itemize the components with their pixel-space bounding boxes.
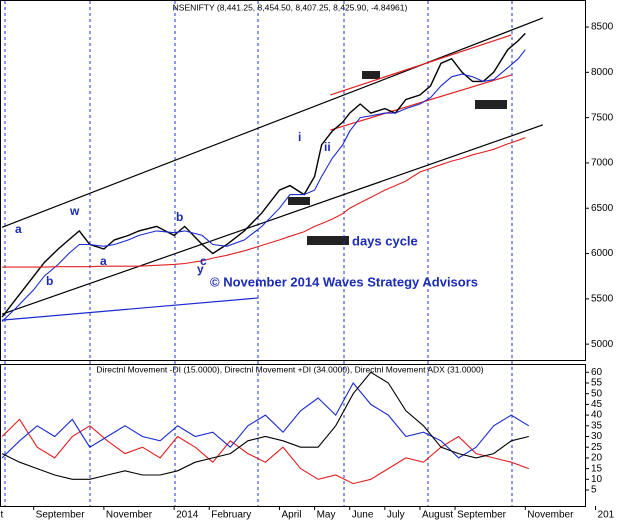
annotation: c [200,254,207,268]
trendline [330,74,512,131]
x-tick-label: August [422,510,453,521]
chart-title: NSENIFTY (8,441.25, 8,454.50, 8,407.25, … [173,2,408,12]
series-line [2,137,526,268]
x-tick-label: September [457,510,507,521]
y-tick-label: 10 [591,474,603,485]
y-tick-label: 45 [591,399,603,410]
trendline [330,34,512,96]
annotation: days cycle [352,233,418,248]
y-tick-label: 40 [591,410,603,421]
x-tick-label: November [527,510,574,521]
series-line [1,371,529,480]
y-tick-label: 50 [591,388,603,399]
x-tick-label: November [106,510,153,521]
redaction [362,71,380,79]
y-tick-label: 60 [591,367,603,378]
y-tick-label: 7500 [591,112,614,123]
annotation: b [176,210,183,224]
annotation: a [100,254,107,268]
redaction [288,197,310,205]
annotation: b [46,274,53,288]
redaction [475,100,507,109]
y-tick-label: 15 [591,463,603,474]
y-tick-label: 6000 [591,248,614,259]
x-tick-label: May [317,510,336,521]
indicator-title: Directnl Movement -DI (15.0000), Directn… [96,364,483,374]
y-tick-label: 8500 [591,22,614,33]
annotation: ii [324,140,331,154]
y-tick-label: 7000 [591,158,614,169]
x-tick-label: t [1,510,4,521]
annotation: © November 2014 Waves Strategy Advisors [210,274,478,289]
series-line [1,49,526,322]
x-tick-label: 2014 [176,510,199,521]
y-tick-label: 20 [591,453,603,464]
x-tick-label: June [352,510,374,521]
redaction [307,236,349,245]
trendline [1,124,544,315]
annotation: w [69,204,80,218]
y-tick-label: 5500 [591,293,614,304]
annotation: y [197,262,204,276]
series-line [1,382,530,459]
y-tick-label: 25 [591,442,603,453]
y-tick-label: 55 [591,378,603,389]
y-tick-label: 35 [591,420,603,431]
price-frame [0,0,586,361]
x-tick-label: February [211,510,251,521]
y-tick-label: 5 [591,485,597,496]
y-tick-label: 8000 [591,67,614,78]
trendline [1,17,544,228]
x-tick-label: September [36,510,86,521]
x-tick-label: July [387,510,405,521]
y-tick-label: 5000 [591,339,614,350]
indicator-frame [0,364,586,507]
trendline [2,297,259,321]
x-tick-label: April [281,510,301,521]
annotation: i [298,130,301,144]
x-tick-label: 201 [598,510,615,521]
y-tick-label: 30 [591,431,603,442]
y-tick-label: 6500 [591,203,614,214]
annotation: a [15,222,22,236]
